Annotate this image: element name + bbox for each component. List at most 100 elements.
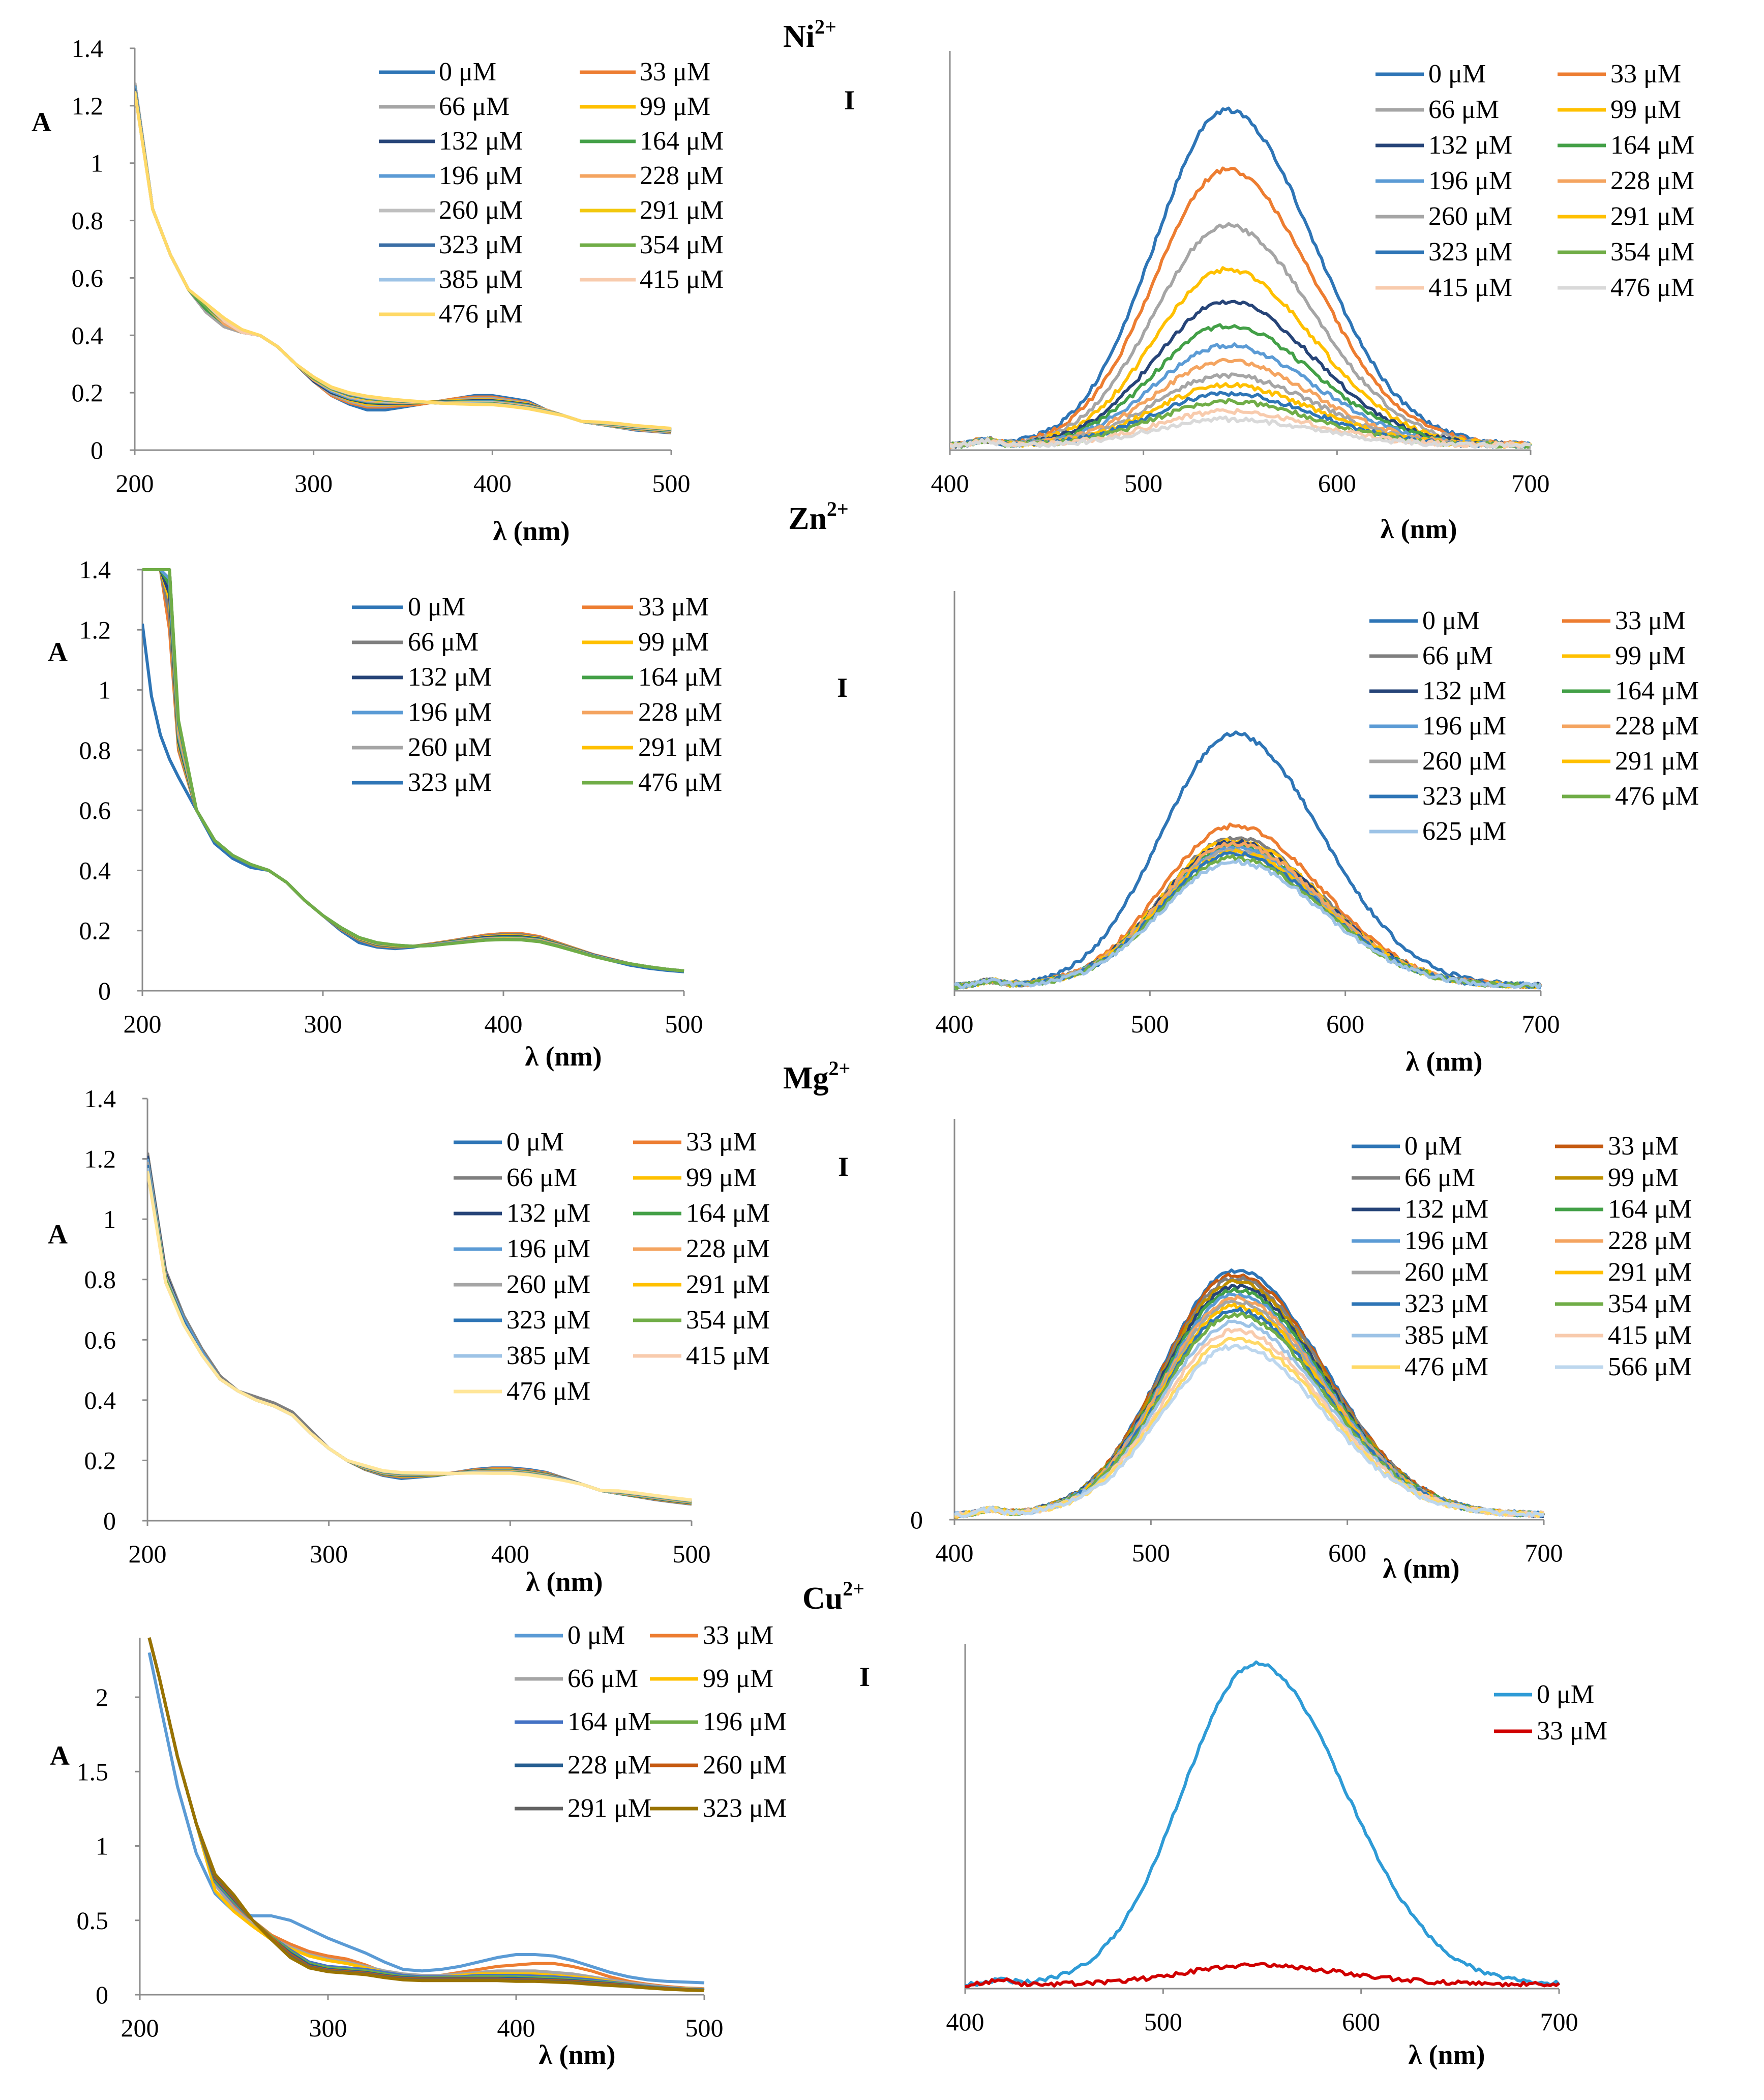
zn-fl-x-tick-label: 400 xyxy=(936,1010,974,1038)
mg-abs-series-line xyxy=(147,1159,692,1504)
zn-abs-legend-label: 132 μM xyxy=(408,663,492,692)
zn-abs-legend-label: 0 μM xyxy=(408,593,465,622)
zn-fl-series-group xyxy=(954,730,1542,990)
ni-abs-series-line xyxy=(135,85,672,433)
cu-abs-legend-label: 260 μM xyxy=(703,1751,787,1780)
mg-abs-y-tick-label: 0.6 xyxy=(84,1325,116,1354)
ni-abs-legend-label: 132 μM xyxy=(439,127,523,156)
ni-fl-legend-label: 415 μM xyxy=(1428,273,1512,302)
zn-abs-y-tick-label: 1.4 xyxy=(79,555,111,584)
mg-abs-series-line xyxy=(147,1167,692,1502)
mg-fl-legend-label: 323 μM xyxy=(1404,1289,1488,1318)
mg-abs-y-tick-label: 1.2 xyxy=(84,1145,116,1173)
ni-abs-series-group xyxy=(135,82,672,435)
ni-fl-series-group xyxy=(950,106,1532,450)
mg-abs-legend-label: 415 μM xyxy=(686,1341,770,1370)
mg-abs-series-line xyxy=(147,1156,692,1505)
zn-fl-legend-label: 196 μM xyxy=(1422,712,1506,741)
zn-abs-y-axis-label: A xyxy=(48,637,68,667)
cu-fl-x-axis-label: λ (nm) xyxy=(1408,2039,1485,2070)
ni-fl-chart: 400 500 600 700 Iλ (nm) 0 μM 33 μM 66 μM 99 μM 13… xyxy=(844,51,1694,544)
mg-fl-x-tick-label: 700 xyxy=(1525,1539,1563,1567)
ni-abs-y-axis-label: A xyxy=(32,107,51,137)
mg-abs-y-tick-label: 0.4 xyxy=(84,1386,116,1414)
zn-abs-series-group xyxy=(142,568,684,973)
zn-fl-series-line xyxy=(954,842,1542,990)
zn-abs-series-line xyxy=(142,568,684,972)
ni-abs-legend-label: 228 μM xyxy=(640,161,724,190)
cu-abs-legend-label: 228 μM xyxy=(567,1751,651,1780)
mg-abs-x-tick-label: 400 xyxy=(491,1540,529,1568)
mg-abs-legend-label: 260 μM xyxy=(506,1270,590,1299)
cu-abs-y-tick-label: 1 xyxy=(96,1832,108,1860)
ni-abs-series-line xyxy=(135,82,672,434)
zn-abs-x-tick-label: 400 xyxy=(485,1010,523,1038)
mg-fl-legend-label: 385 μM xyxy=(1404,1321,1488,1350)
ni-abs-legend-label: 196 μM xyxy=(439,161,523,190)
mg-abs-series-line xyxy=(147,1162,692,1504)
ni-abs-legend-label: 99 μM xyxy=(640,92,710,121)
cu-fl-legend: 0 μM 33 μM xyxy=(1494,1680,1607,1746)
zn-fl-legend-label: 99 μM xyxy=(1615,641,1686,670)
mg-abs-legend-label: 323 μM xyxy=(506,1306,590,1335)
cu-fl-y-axis-label: I xyxy=(859,1662,870,1692)
zn-fl-legend-label: 476 μM xyxy=(1615,782,1699,811)
mg-abs-series-line xyxy=(147,1164,692,1503)
cu-abs-y-tick-label: 1.5 xyxy=(77,1757,109,1786)
zn-abs-x-tick-label: 200 xyxy=(124,1010,162,1038)
cu-abs-x-axis-label: λ (nm) xyxy=(539,2039,615,2070)
mg-fl-x-axis-label: λ (nm) xyxy=(1383,1553,1459,1584)
ni-abs-legend: 0 μM 33 μM 66 μM 99 μM 132 μM 164 μM 196 μM 228… xyxy=(379,57,724,329)
ni-fl-x-axis-label: λ (nm) xyxy=(1380,514,1457,544)
cu-abs-ion-title: Cu2+ xyxy=(802,1577,864,1616)
zn-fl-x-tick-label: 600 xyxy=(1326,1010,1364,1038)
cu-abs-legend-label: 196 μM xyxy=(703,1707,787,1736)
ni-abs-series-line xyxy=(135,82,672,435)
mg-abs-legend-label: 66 μM xyxy=(506,1163,577,1192)
ni-abs-series-line xyxy=(135,85,672,433)
mg-abs-legend-label: 476 μM xyxy=(506,1377,590,1406)
mg-abs-y-tick-label: 1 xyxy=(103,1205,116,1233)
ni-abs-legend-label: 0 μM xyxy=(439,57,496,86)
zn-abs-x-axis-label: λ (nm) xyxy=(525,1041,602,1072)
ni-fl-series-line xyxy=(950,358,1532,449)
ni-fl-y-axis-label: I xyxy=(844,85,855,115)
ni-abs-y-tick-label: 0.2 xyxy=(72,378,104,407)
cu-abs-series-group xyxy=(147,1637,705,1993)
ni-fl-series-line xyxy=(950,415,1531,450)
ni-abs-y-tick-label: 1.4 xyxy=(72,34,104,63)
zn-fl-chart: 400 500 600 700 Iλ (nm) 0 μM 33 μM 66 μM 99 μM 13… xyxy=(837,591,1699,1077)
mg-fl-legend-label: 291 μM xyxy=(1608,1258,1692,1287)
ni-abs-x-axis-label: λ (nm) xyxy=(493,516,570,546)
ni-fl-x-tick-label: 600 xyxy=(1318,469,1356,497)
zn-abs-legend-label: 196 μM xyxy=(408,698,492,727)
zn-abs-legend-label: 476 μM xyxy=(638,768,722,797)
zn-fl-series-line xyxy=(954,854,1541,990)
mg-fl-series-line xyxy=(954,1344,1544,1518)
ni-fl-legend-label: 323 μM xyxy=(1428,238,1512,267)
cu-fl-x-tick-label: 500 xyxy=(1144,2007,1182,2036)
ni-abs-y-tick-label: 0.6 xyxy=(72,263,104,292)
zn-fl-legend-label: 33 μM xyxy=(1615,606,1686,635)
mg-fl-legend-label: 260 μM xyxy=(1404,1258,1488,1287)
mg-fl-legend-label: 415 μM xyxy=(1608,1321,1692,1350)
zn-fl-legend-label: 291 μM xyxy=(1615,747,1699,776)
mg-abs-legend-label: 228 μM xyxy=(686,1234,770,1263)
mg-abs-y-tick-label: 1.4 xyxy=(84,1084,116,1113)
mg-abs-x-tick-label: 300 xyxy=(310,1540,348,1568)
ni-fl-legend-label: 66 μM xyxy=(1428,95,1499,124)
ni-fl-legend-label: 354 μM xyxy=(1610,238,1694,267)
cu-abs-x-tick-label: 400 xyxy=(497,2014,535,2042)
ni-abs-legend-label: 291 μM xyxy=(640,196,724,225)
zn-fl-legend-label: 66 μM xyxy=(1422,641,1493,670)
ni-abs-legend-label: 260 μM xyxy=(439,196,523,225)
cu-abs-legend-label: 164 μM xyxy=(567,1707,651,1736)
cu-abs-y-tick-label: 0 xyxy=(96,1980,108,2009)
cu-abs-series-line xyxy=(147,1637,705,1993)
cu-abs-y-tick-label: 2 xyxy=(96,1683,108,1711)
mg-fl-series-group xyxy=(954,1268,1545,1519)
mg-abs-x-tick-label: 500 xyxy=(673,1540,711,1568)
mg-abs-x-tick-label: 200 xyxy=(129,1540,167,1568)
zn-fl-series-line xyxy=(954,841,1541,989)
ni-abs-legend-label: 164 μM xyxy=(640,127,724,156)
